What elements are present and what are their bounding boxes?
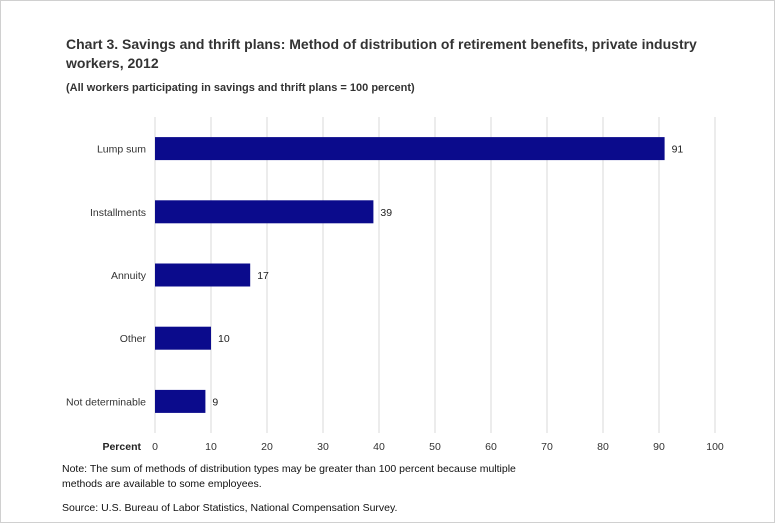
x-tick-label-8: 80 (597, 441, 609, 453)
x-tick-label-5: 50 (429, 441, 441, 453)
chart-note: Note: The sum of methods of distribution… (62, 463, 516, 490)
x-tick-label-10: 100 (706, 441, 724, 453)
category-label-0: Lump sum (97, 144, 146, 156)
category-label-2: Annuity (111, 270, 147, 282)
bar-0 (155, 137, 665, 161)
value-label-1: 39 (380, 207, 392, 219)
category-labels: Lump sum Installments Annuity Other Not dete… (66, 144, 147, 409)
value-label-4: 9 (212, 396, 218, 408)
x-tick-label-2: 20 (261, 441, 273, 453)
bar-3 (155, 326, 211, 350)
chart-source: Source: U.S. Bureau of Labor Statistics,… (62, 502, 398, 514)
value-label-0: 91 (672, 144, 684, 156)
value-label-3: 10 (218, 333, 230, 345)
chart-subtitle: (All workers participating in savings an… (66, 82, 415, 94)
value-label-2: 17 (257, 270, 269, 282)
x-tick-label-9: 90 (653, 441, 665, 453)
bar-4 (155, 389, 206, 413)
x-axis-label: Percent (102, 441, 141, 453)
x-tick-label-7: 70 (541, 441, 553, 453)
bar-1 (155, 200, 374, 224)
gridlines (154, 117, 716, 433)
bar-2 (155, 263, 251, 287)
x-tick-label-4: 40 (373, 441, 385, 453)
category-label-1: Installments (90, 207, 146, 219)
value-labels: 91 39 17 10 9 (212, 144, 683, 409)
category-label-4: Not determinable (66, 396, 146, 408)
x-tick-label-1: 10 (205, 441, 217, 453)
x-tick-label-3: 30 (317, 441, 329, 453)
bars (155, 137, 665, 413)
x-axis-ticks: 0 10 20 30 40 50 60 70 80 90 100 (152, 441, 724, 453)
chart-title: Chart 3. Savings and thrift plans: Metho… (66, 36, 697, 71)
x-tick-label-6: 60 (485, 441, 497, 453)
x-tick-label-0: 0 (152, 441, 158, 453)
category-label-3: Other (120, 333, 147, 345)
